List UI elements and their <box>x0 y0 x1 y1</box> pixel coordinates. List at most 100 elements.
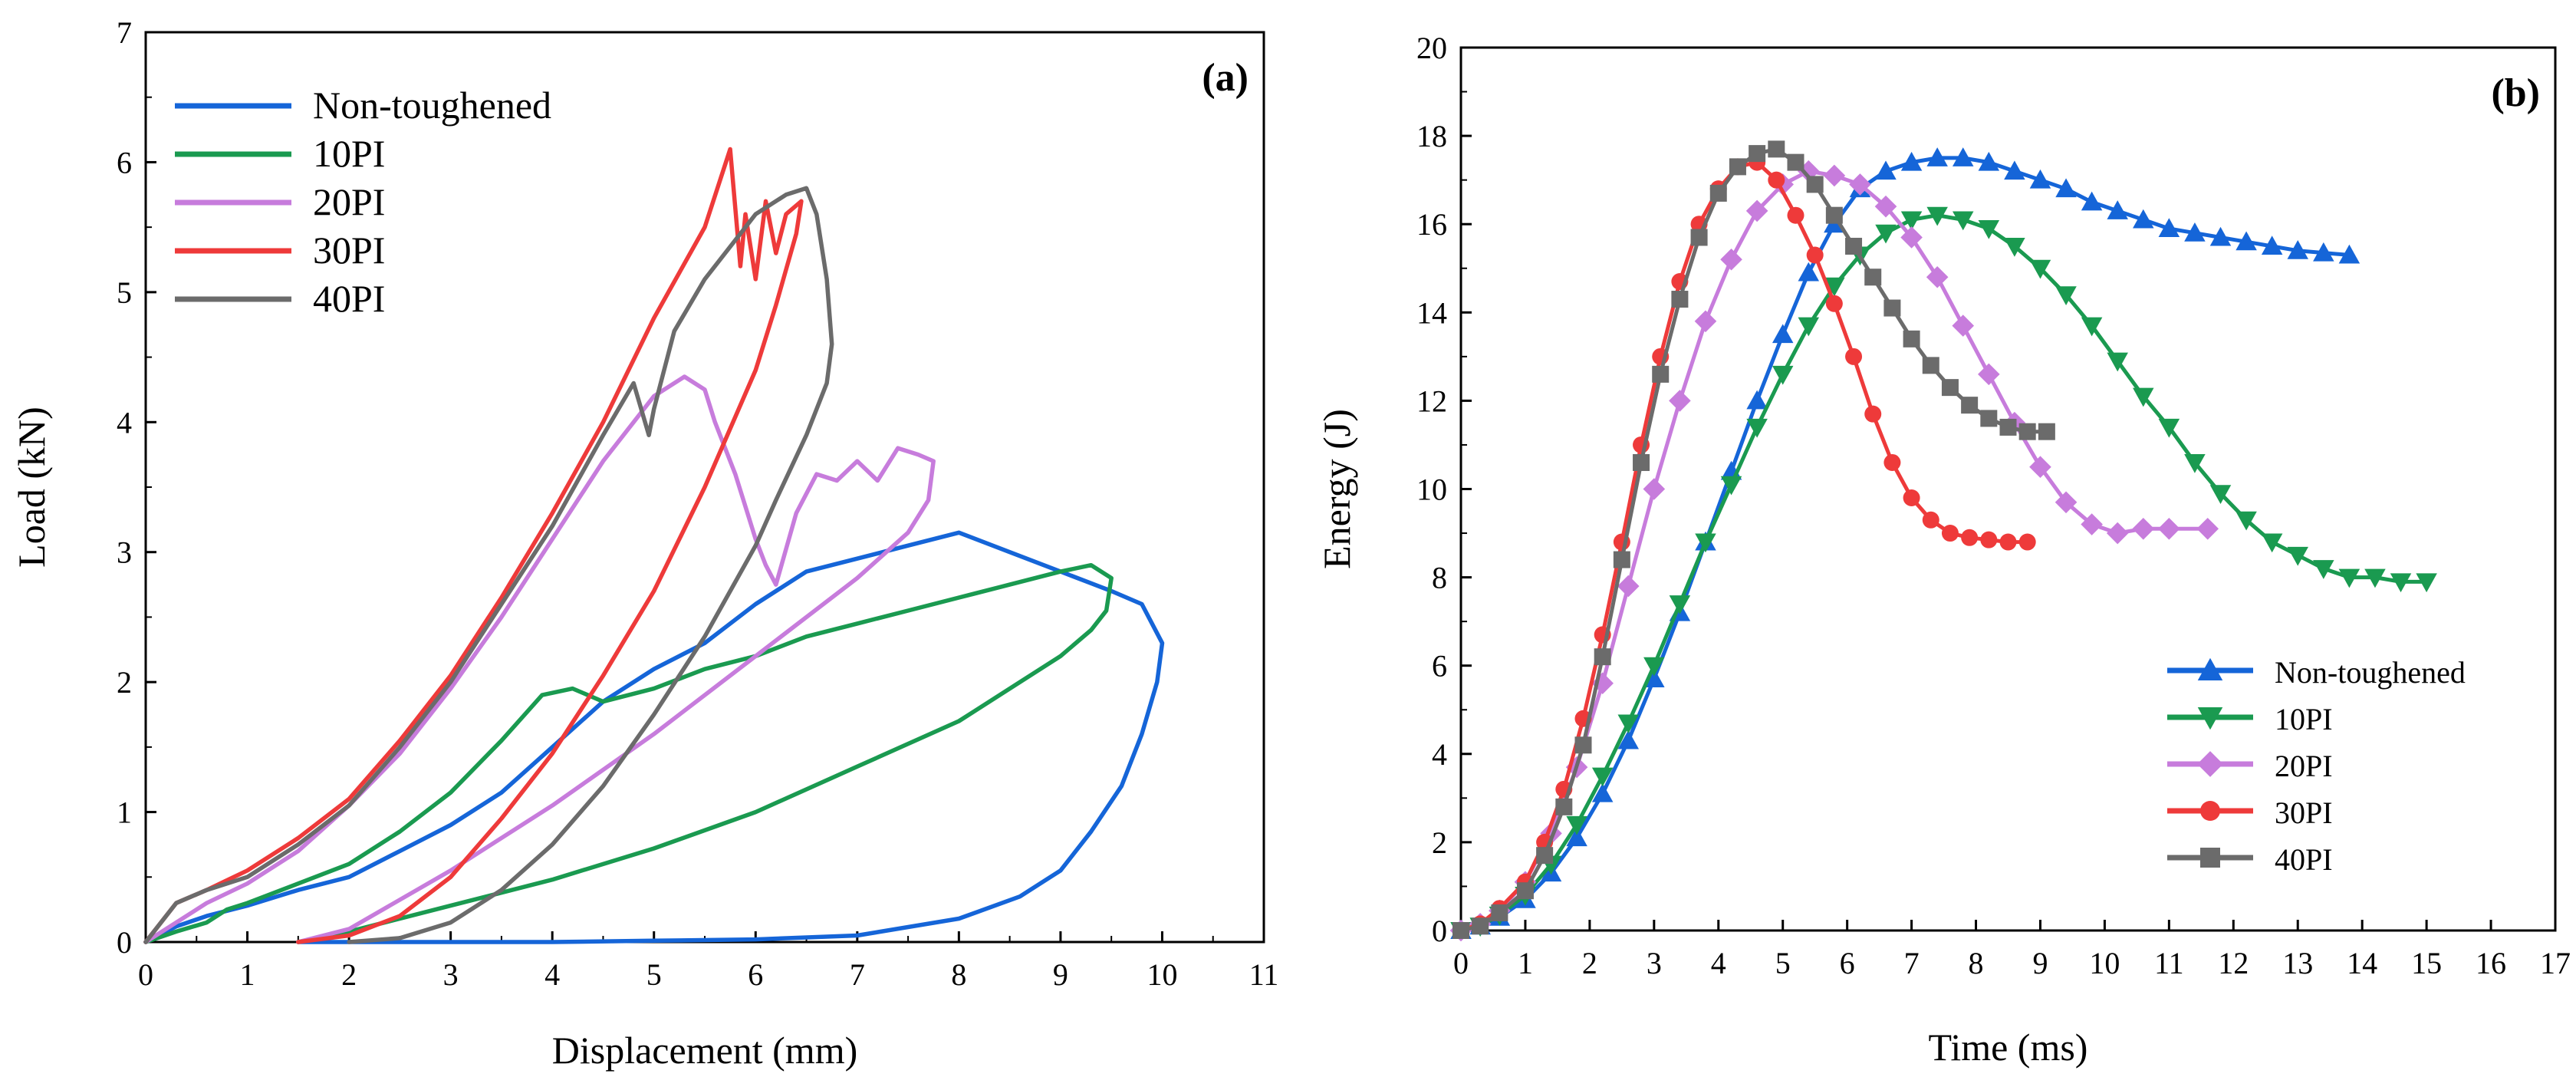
legend-marker <box>2200 848 2220 868</box>
data-point <box>1961 397 1979 414</box>
data-point <box>2133 209 2154 229</box>
x-tick-label: 9 <box>1053 957 1068 992</box>
data-point <box>2364 568 2386 588</box>
data-point <box>1591 782 1614 802</box>
series-line <box>143 186 834 944</box>
x-tick-label: 16 <box>2476 946 2506 980</box>
data-point <box>2029 456 2051 479</box>
y-tick-label: 0 <box>117 925 132 960</box>
data-point <box>1806 176 1824 193</box>
data-point <box>1999 418 2017 436</box>
data-point <box>1709 184 1727 202</box>
data-point <box>1798 317 1820 337</box>
x-tick-label: 2 <box>1582 946 1597 980</box>
data-point <box>1903 489 1920 507</box>
series-line <box>1459 147 2049 933</box>
data-point <box>1797 160 1820 183</box>
y-tick-label: 2 <box>1432 825 1447 860</box>
x-tick-label: 4 <box>1711 946 1726 980</box>
x-tick-label: 15 <box>2411 946 2442 980</box>
data-point <box>2029 259 2051 279</box>
panel-label: (b) <box>2491 71 2540 115</box>
data-point <box>1643 657 1665 677</box>
legend-label: 40PI <box>2275 842 2333 877</box>
data-point <box>1926 147 1948 166</box>
x-tick-label: 6 <box>1840 946 1855 980</box>
data-point <box>1823 164 1846 187</box>
y-tick-label: 7 <box>117 15 132 50</box>
data-point <box>1566 815 1587 835</box>
series-line <box>143 147 804 944</box>
data-point <box>1746 390 1768 410</box>
legend-label: 30PI <box>313 229 385 272</box>
x-tick-label: 1 <box>1518 946 1533 980</box>
data-point <box>1926 206 1948 226</box>
data-point <box>1617 575 1640 598</box>
data-point <box>1749 145 1766 163</box>
x-tick-label: 17 <box>2540 946 2571 980</box>
data-point <box>1806 246 1824 264</box>
x-tick-label: 10 <box>2089 946 2120 980</box>
data-point <box>1452 922 1469 939</box>
x-tick-label: 5 <box>1775 946 1791 980</box>
x-tick-label: 10 <box>1147 957 1177 992</box>
data-point <box>1671 291 1689 308</box>
data-point <box>2338 568 2361 588</box>
legend-label: 10PI <box>313 132 385 175</box>
data-point <box>1922 511 1939 529</box>
y-tick-label: 4 <box>1432 737 1447 772</box>
y-tick-label: 6 <box>1432 649 1447 683</box>
data-point <box>1787 206 1805 224</box>
series-non-toughened <box>1450 147 2361 939</box>
data-point <box>1643 668 1665 687</box>
data-point <box>1845 237 1863 255</box>
data-point <box>2004 237 2025 257</box>
data-point <box>1952 211 1974 231</box>
data-point <box>1798 262 1820 282</box>
y-axis-title: Energy (J) <box>1315 409 1358 569</box>
x-tick-label: 3 <box>443 957 459 992</box>
x-tick-label: 11 <box>1249 957 1279 992</box>
data-point <box>1574 736 1592 754</box>
data-point <box>1875 224 1897 244</box>
series-20pi <box>1449 160 2219 942</box>
data-point <box>1617 730 1639 749</box>
data-point <box>1643 478 1666 500</box>
data-point <box>2107 352 2128 372</box>
x-tick-label: 13 <box>2282 946 2313 980</box>
data-point <box>1566 827 1587 847</box>
data-point <box>1883 453 1901 471</box>
series-line <box>143 374 936 944</box>
data-point <box>1845 348 1863 365</box>
data-point <box>1613 551 1630 568</box>
y-tick-label: 20 <box>1416 31 1447 65</box>
legend-label: Non-toughened <box>313 84 551 127</box>
legend-label: 40PI <box>313 277 385 320</box>
data-point <box>1633 453 1650 471</box>
data-point <box>2287 239 2308 259</box>
x-tick-label: 0 <box>1453 946 1469 980</box>
data-point <box>2106 522 2129 545</box>
data-point <box>1768 171 1785 189</box>
data-point <box>2184 222 2206 242</box>
data-point <box>1555 798 1573 815</box>
y-tick-label: 5 <box>117 275 132 310</box>
data-point <box>1720 476 1742 496</box>
x-tick-label: 14 <box>2347 946 2377 980</box>
x-tick-label: 5 <box>646 957 662 992</box>
x-tick-label: 0 <box>138 957 153 992</box>
legend: Non-toughened 10PI 20PI 30PI 40PI <box>2167 655 2466 877</box>
data-point <box>1900 151 1923 171</box>
y-tick-label: 16 <box>1416 207 1447 242</box>
data-point <box>2261 533 2283 553</box>
data-point <box>2235 231 2257 251</box>
data-point <box>1864 268 1882 286</box>
x-tick-label: 4 <box>544 957 560 992</box>
data-point <box>1922 357 1939 374</box>
data-point <box>2390 573 2412 593</box>
data-point <box>2055 178 2077 198</box>
series-10pi <box>143 562 1114 944</box>
plot-frame <box>1459 46 2557 932</box>
y-tick-label: 12 <box>1416 384 1447 418</box>
data-point <box>2338 244 2361 264</box>
